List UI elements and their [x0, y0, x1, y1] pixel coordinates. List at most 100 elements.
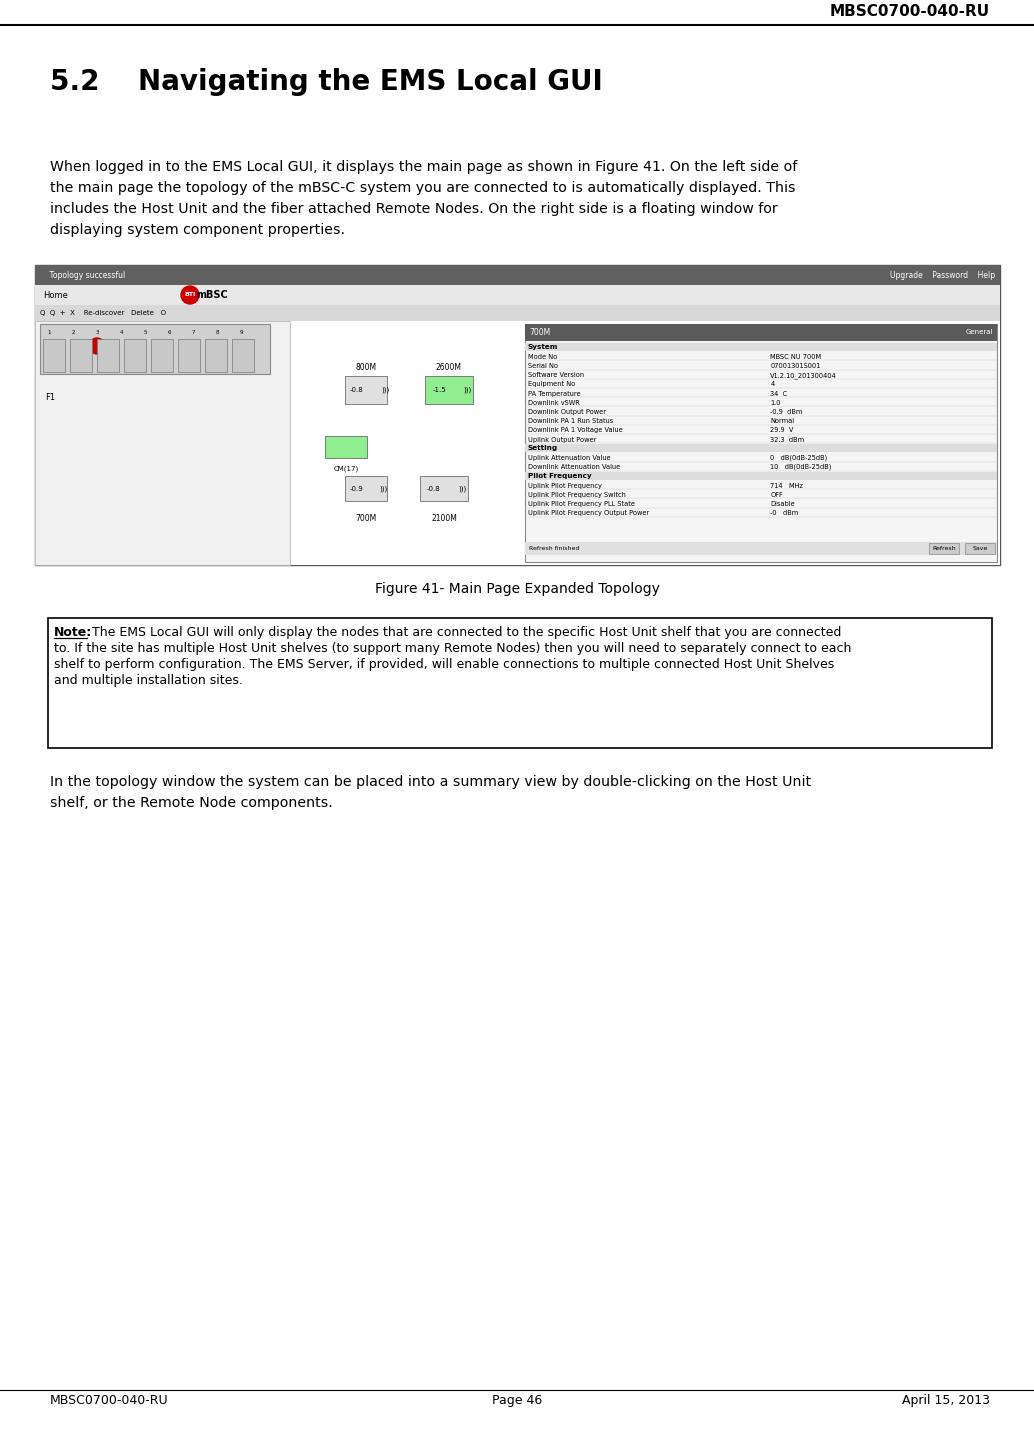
Text: Downlink PA 1 Voltage Value: Downlink PA 1 Voltage Value	[528, 428, 622, 433]
Text: Downlink Output Power: Downlink Output Power	[528, 409, 606, 415]
Text: Save: Save	[972, 545, 987, 551]
Text: Note:: Note:	[54, 626, 92, 639]
Text: Downlink vSWR: Downlink vSWR	[528, 400, 580, 406]
Bar	[35, 265, 1000, 565]
Bar	[48, 618, 992, 748]
Bar	[35, 305, 1000, 320]
Bar	[97, 339, 119, 372]
Text: ))): )))	[379, 486, 388, 492]
Bar	[151, 339, 173, 372]
Text: Mode No: Mode No	[528, 353, 557, 360]
Text: 1: 1	[48, 329, 51, 335]
Text: Pilot Frequency: Pilot Frequency	[528, 473, 591, 479]
Text: Serial No: Serial No	[528, 363, 558, 369]
Text: 4: 4	[119, 329, 123, 335]
Text: System: System	[528, 345, 558, 350]
Text: -0.9: -0.9	[351, 486, 364, 492]
Text: Uplink Pilot Frequency PLL State: Uplink Pilot Frequency PLL State	[528, 500, 635, 508]
Bar	[35, 265, 1000, 285]
Text: Downlink Attenuation Value: Downlink Attenuation Value	[528, 465, 620, 470]
Text: ))): )))	[463, 386, 472, 393]
Text: F1: F1	[45, 393, 55, 402]
Text: to. If the site has multiple Host Unit shelves (to support many Remote Nodes) th: to. If the site has multiple Host Unit s…	[54, 642, 851, 655]
Text: Normal: Normal	[770, 418, 794, 425]
Text: Q  Q  +  X    Re-discover   Delete   O: Q Q + X Re-discover Delete O	[40, 310, 166, 316]
Text: V1.2.10_201300404: V1.2.10_201300404	[770, 372, 838, 379]
Text: -0.9  dBm: -0.9 dBm	[770, 409, 802, 415]
Bar	[35, 285, 1000, 305]
Text: PA Temperature: PA Temperature	[528, 390, 581, 396]
Text: 2: 2	[71, 329, 74, 335]
Text: -0.8: -0.8	[427, 486, 440, 492]
Text: CM(17): CM(17)	[333, 466, 359, 472]
Text: -1.5: -1.5	[432, 388, 446, 393]
Text: 8: 8	[215, 329, 219, 335]
Bar	[35, 320, 1000, 565]
Text: 700M: 700M	[529, 327, 550, 337]
Text: In the topology window the system can be placed into a summary view by double-cl: In the topology window the system can be…	[50, 775, 811, 789]
Text: When logged in to the EMS Local GUI, it displays the main page as shown in Figur: When logged in to the EMS Local GUI, it …	[50, 160, 797, 174]
Text: 10   dB(0dB-25dB): 10 dB(0dB-25dB)	[770, 463, 831, 470]
Text: Upgrade    Password    Help: Upgrade Password Help	[890, 270, 995, 279]
Text: General: General	[966, 329, 993, 336]
Text: 3: 3	[95, 329, 99, 335]
Text: 700M: 700M	[356, 513, 376, 523]
Text: 1.0: 1.0	[770, 400, 781, 406]
Bar	[965, 543, 995, 553]
Text: Disable: Disable	[770, 500, 795, 508]
Bar	[124, 339, 146, 372]
Text: shelf, or the Remote Node components.: shelf, or the Remote Node components.	[50, 797, 333, 809]
Bar	[425, 376, 473, 405]
Text: 07001301S001: 07001301S001	[770, 363, 821, 369]
Text: -0.8: -0.8	[351, 388, 364, 393]
Circle shape	[181, 286, 199, 305]
Text: -0   dBm: -0 dBm	[770, 511, 798, 516]
Text: Topology successful: Topology successful	[40, 270, 125, 279]
Text: Equipment No: Equipment No	[528, 382, 575, 388]
Bar	[43, 339, 65, 372]
Bar	[525, 445, 997, 452]
Text: includes the Host Unit and the fiber attached Remote Nodes. On the right side is: includes the Host Unit and the fiber att…	[50, 202, 778, 216]
Text: Refresh finished: Refresh finished	[529, 545, 579, 551]
Text: April 15, 2013: April 15, 2013	[902, 1394, 990, 1407]
Text: Page 46: Page 46	[492, 1394, 542, 1407]
Bar	[178, 339, 200, 372]
Bar	[40, 325, 270, 375]
Text: 2600M: 2600M	[436, 363, 462, 372]
Text: 6: 6	[168, 329, 171, 335]
Text: 4: 4	[770, 382, 774, 388]
Bar	[525, 542, 997, 555]
Text: OFF: OFF	[770, 492, 783, 498]
Text: Uplink Pilot Frequency Switch: Uplink Pilot Frequency Switch	[528, 492, 626, 498]
Bar	[232, 339, 254, 372]
Text: 5: 5	[144, 329, 147, 335]
Bar	[70, 339, 92, 372]
Bar	[525, 343, 997, 352]
Bar	[325, 436, 367, 458]
Bar	[205, 339, 227, 372]
Text: BTI: BTI	[184, 293, 195, 297]
Text: 5.2    Navigating the EMS Local GUI: 5.2 Navigating the EMS Local GUI	[50, 69, 603, 96]
Text: 0   dB(0dB-25dB): 0 dB(0dB-25dB)	[770, 455, 827, 462]
Text: MBSC NU 700M: MBSC NU 700M	[770, 353, 822, 360]
Text: the main page the topology of the mBSC-C system you are connected to is automati: the main page the topology of the mBSC-C…	[50, 182, 795, 194]
Text: 9: 9	[239, 329, 243, 335]
Bar	[525, 325, 997, 340]
Text: mBSC: mBSC	[196, 290, 227, 300]
Bar	[525, 325, 997, 562]
Text: 34  C: 34 C	[770, 390, 788, 396]
Text: 7: 7	[191, 329, 194, 335]
Text: 2100M: 2100M	[431, 513, 457, 523]
Text: displaying system component properties.: displaying system component properties.	[50, 223, 345, 237]
Text: 32.3  dBm: 32.3 dBm	[770, 436, 804, 443]
Text: The EMS Local GUI will only display the nodes that are connected to the specific: The EMS Local GUI will only display the …	[88, 626, 842, 639]
Bar	[929, 543, 959, 553]
Text: Figure 41- Main Page Expanded Topology: Figure 41- Main Page Expanded Topology	[375, 582, 660, 596]
Text: ))): )))	[458, 486, 466, 492]
Text: Software Version: Software Version	[528, 372, 584, 378]
Text: MBSC0700-040-RU: MBSC0700-040-RU	[50, 1394, 169, 1407]
Bar	[420, 476, 468, 500]
Text: Uplink Pilot Frequency Output Power: Uplink Pilot Frequency Output Power	[528, 511, 649, 516]
Text: Home: Home	[43, 290, 68, 299]
Text: Uplink Output Power: Uplink Output Power	[528, 436, 597, 443]
